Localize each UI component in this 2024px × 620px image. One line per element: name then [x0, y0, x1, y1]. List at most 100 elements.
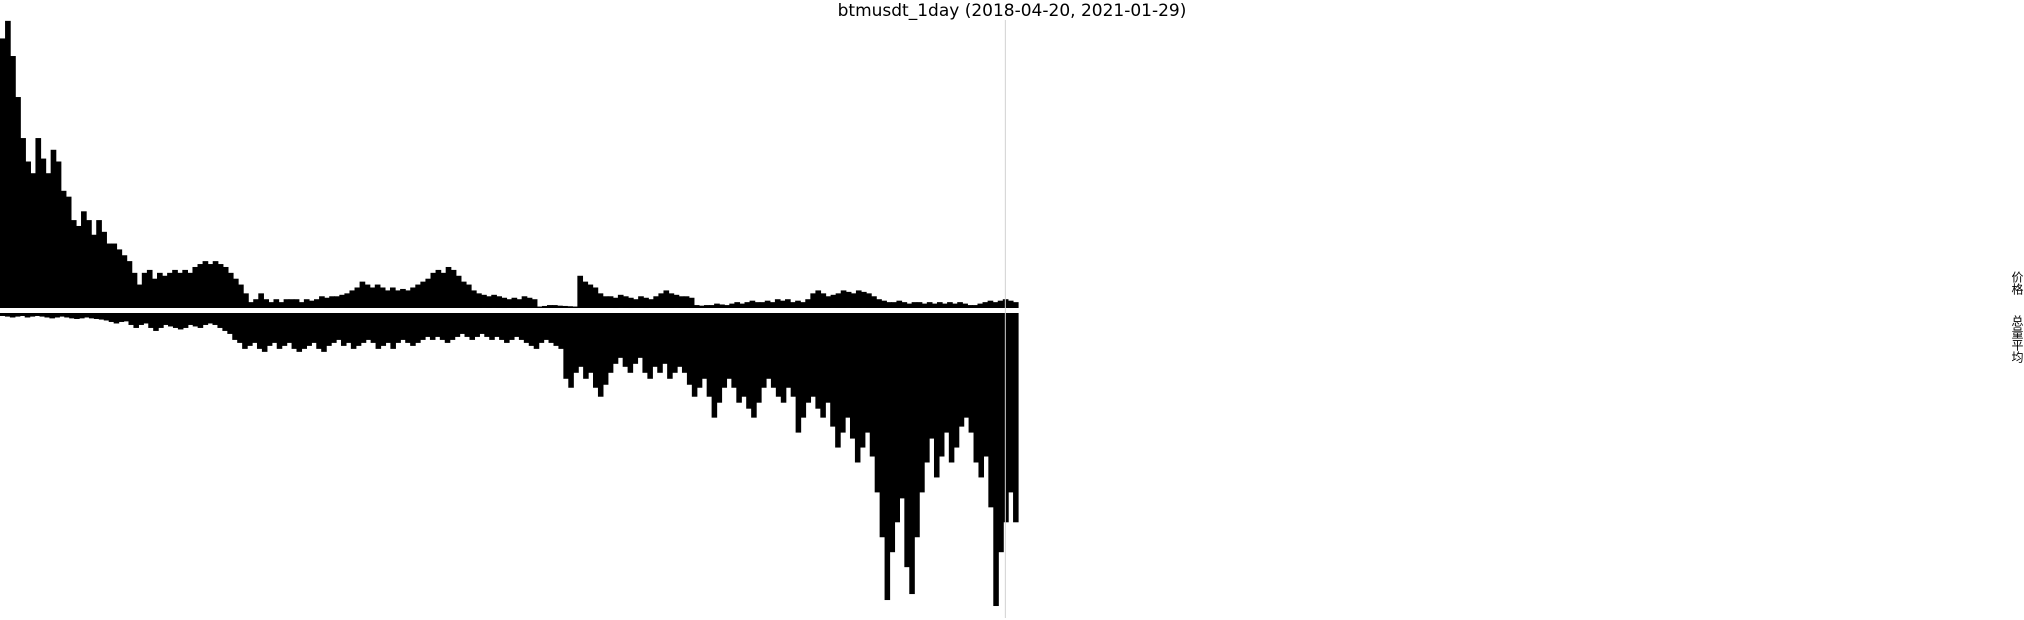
price-bar — [541, 305, 548, 308]
price-bar — [825, 296, 832, 308]
volume-bar — [672, 313, 678, 373]
price-bar — [749, 300, 756, 309]
volume-bar — [553, 313, 560, 346]
price-bar — [911, 302, 918, 308]
price-bar — [759, 302, 766, 308]
volume-bar — [138, 313, 144, 325]
volume-bar — [1008, 313, 1014, 493]
price-bar — [734, 302, 741, 308]
volume-bar — [444, 313, 451, 343]
price-bar — [774, 299, 781, 308]
price-bar — [40, 158, 47, 308]
volume-bar — [158, 313, 164, 328]
price-bar — [471, 290, 477, 308]
volume-bar — [849, 313, 856, 439]
price-bar — [744, 302, 751, 308]
volume-bar — [889, 313, 896, 553]
price-bar — [65, 196, 72, 308]
volume-bar — [810, 313, 816, 397]
price-bar — [227, 272, 234, 308]
volume-bar — [518, 313, 525, 340]
volume-bar — [128, 313, 135, 325]
price-bar — [698, 305, 705, 308]
price-bar — [552, 305, 558, 308]
price-bar — [420, 281, 427, 308]
price-bar — [146, 269, 153, 308]
price-bar — [334, 296, 340, 308]
price-bar — [308, 300, 315, 309]
price-bar — [901, 302, 908, 308]
price-bar — [0, 38, 6, 308]
volume-bar — [405, 313, 411, 343]
price-bar — [288, 299, 295, 308]
volume-bar — [449, 313, 456, 340]
volume-bar — [439, 313, 446, 340]
volume-bar — [602, 313, 609, 385]
volume-bar — [148, 313, 154, 328]
price-bar — [106, 243, 113, 308]
volume-bar — [261, 313, 268, 352]
price-bar — [131, 272, 138, 308]
volume-bar — [721, 313, 728, 388]
volume-bar — [869, 313, 876, 457]
volume-bar — [746, 313, 752, 409]
price-bar — [653, 296, 659, 308]
price-bar — [314, 299, 320, 308]
price-axis-label: 价格 — [2010, 271, 2024, 295]
price-bar — [577, 275, 584, 308]
volume-bar — [1013, 313, 1019, 523]
volume-bar — [943, 313, 950, 433]
volume-bar — [306, 313, 312, 346]
volume-bar — [474, 313, 480, 337]
volume-bar — [756, 313, 762, 403]
volume-bar — [415, 313, 421, 343]
volume-bar — [271, 313, 278, 343]
volume-bar — [859, 313, 866, 448]
price-bar — [602, 296, 609, 308]
volume-bar — [845, 313, 851, 418]
volume-bar — [523, 313, 530, 343]
volume-bar — [701, 313, 708, 379]
volume-bar — [820, 313, 826, 418]
price-bar — [440, 272, 447, 308]
volume-bar — [113, 313, 120, 324]
price-bar — [278, 302, 285, 308]
price-bar — [86, 220, 92, 308]
price-bar — [906, 303, 913, 308]
price-bar — [50, 149, 57, 308]
volume-bar — [103, 313, 110, 321]
price-bar — [293, 299, 300, 308]
price-bar — [830, 294, 837, 308]
price-bar — [369, 287, 376, 308]
price-bar — [876, 299, 882, 308]
price-bar — [790, 302, 796, 308]
volume-bar — [647, 313, 653, 379]
price-bar — [101, 231, 107, 308]
volume-bar — [978, 313, 985, 478]
volume-bar — [874, 313, 881, 493]
volume-bar — [29, 313, 36, 317]
price-bar — [855, 290, 862, 308]
price-bar — [339, 294, 345, 308]
price-bar — [384, 290, 391, 308]
price-bar — [268, 302, 275, 308]
volume-bar — [484, 313, 490, 337]
price-bar — [425, 278, 432, 308]
volume-bar — [597, 313, 604, 397]
volume-bar — [118, 313, 125, 322]
price-bar — [389, 287, 396, 308]
volume-bar — [459, 313, 466, 334]
volume-bar — [835, 313, 841, 448]
price-bar — [303, 299, 310, 308]
volume-bar — [69, 313, 75, 319]
price-bar — [896, 300, 903, 309]
volume-bar — [321, 313, 327, 352]
price-bar — [273, 299, 280, 308]
volume-bar — [667, 313, 673, 379]
price-bar — [395, 290, 401, 308]
price-bar — [936, 302, 943, 308]
volume-bar — [256, 313, 263, 349]
volume-bar — [9, 313, 16, 318]
volume-bar — [395, 313, 401, 343]
volume-bar — [316, 313, 322, 349]
